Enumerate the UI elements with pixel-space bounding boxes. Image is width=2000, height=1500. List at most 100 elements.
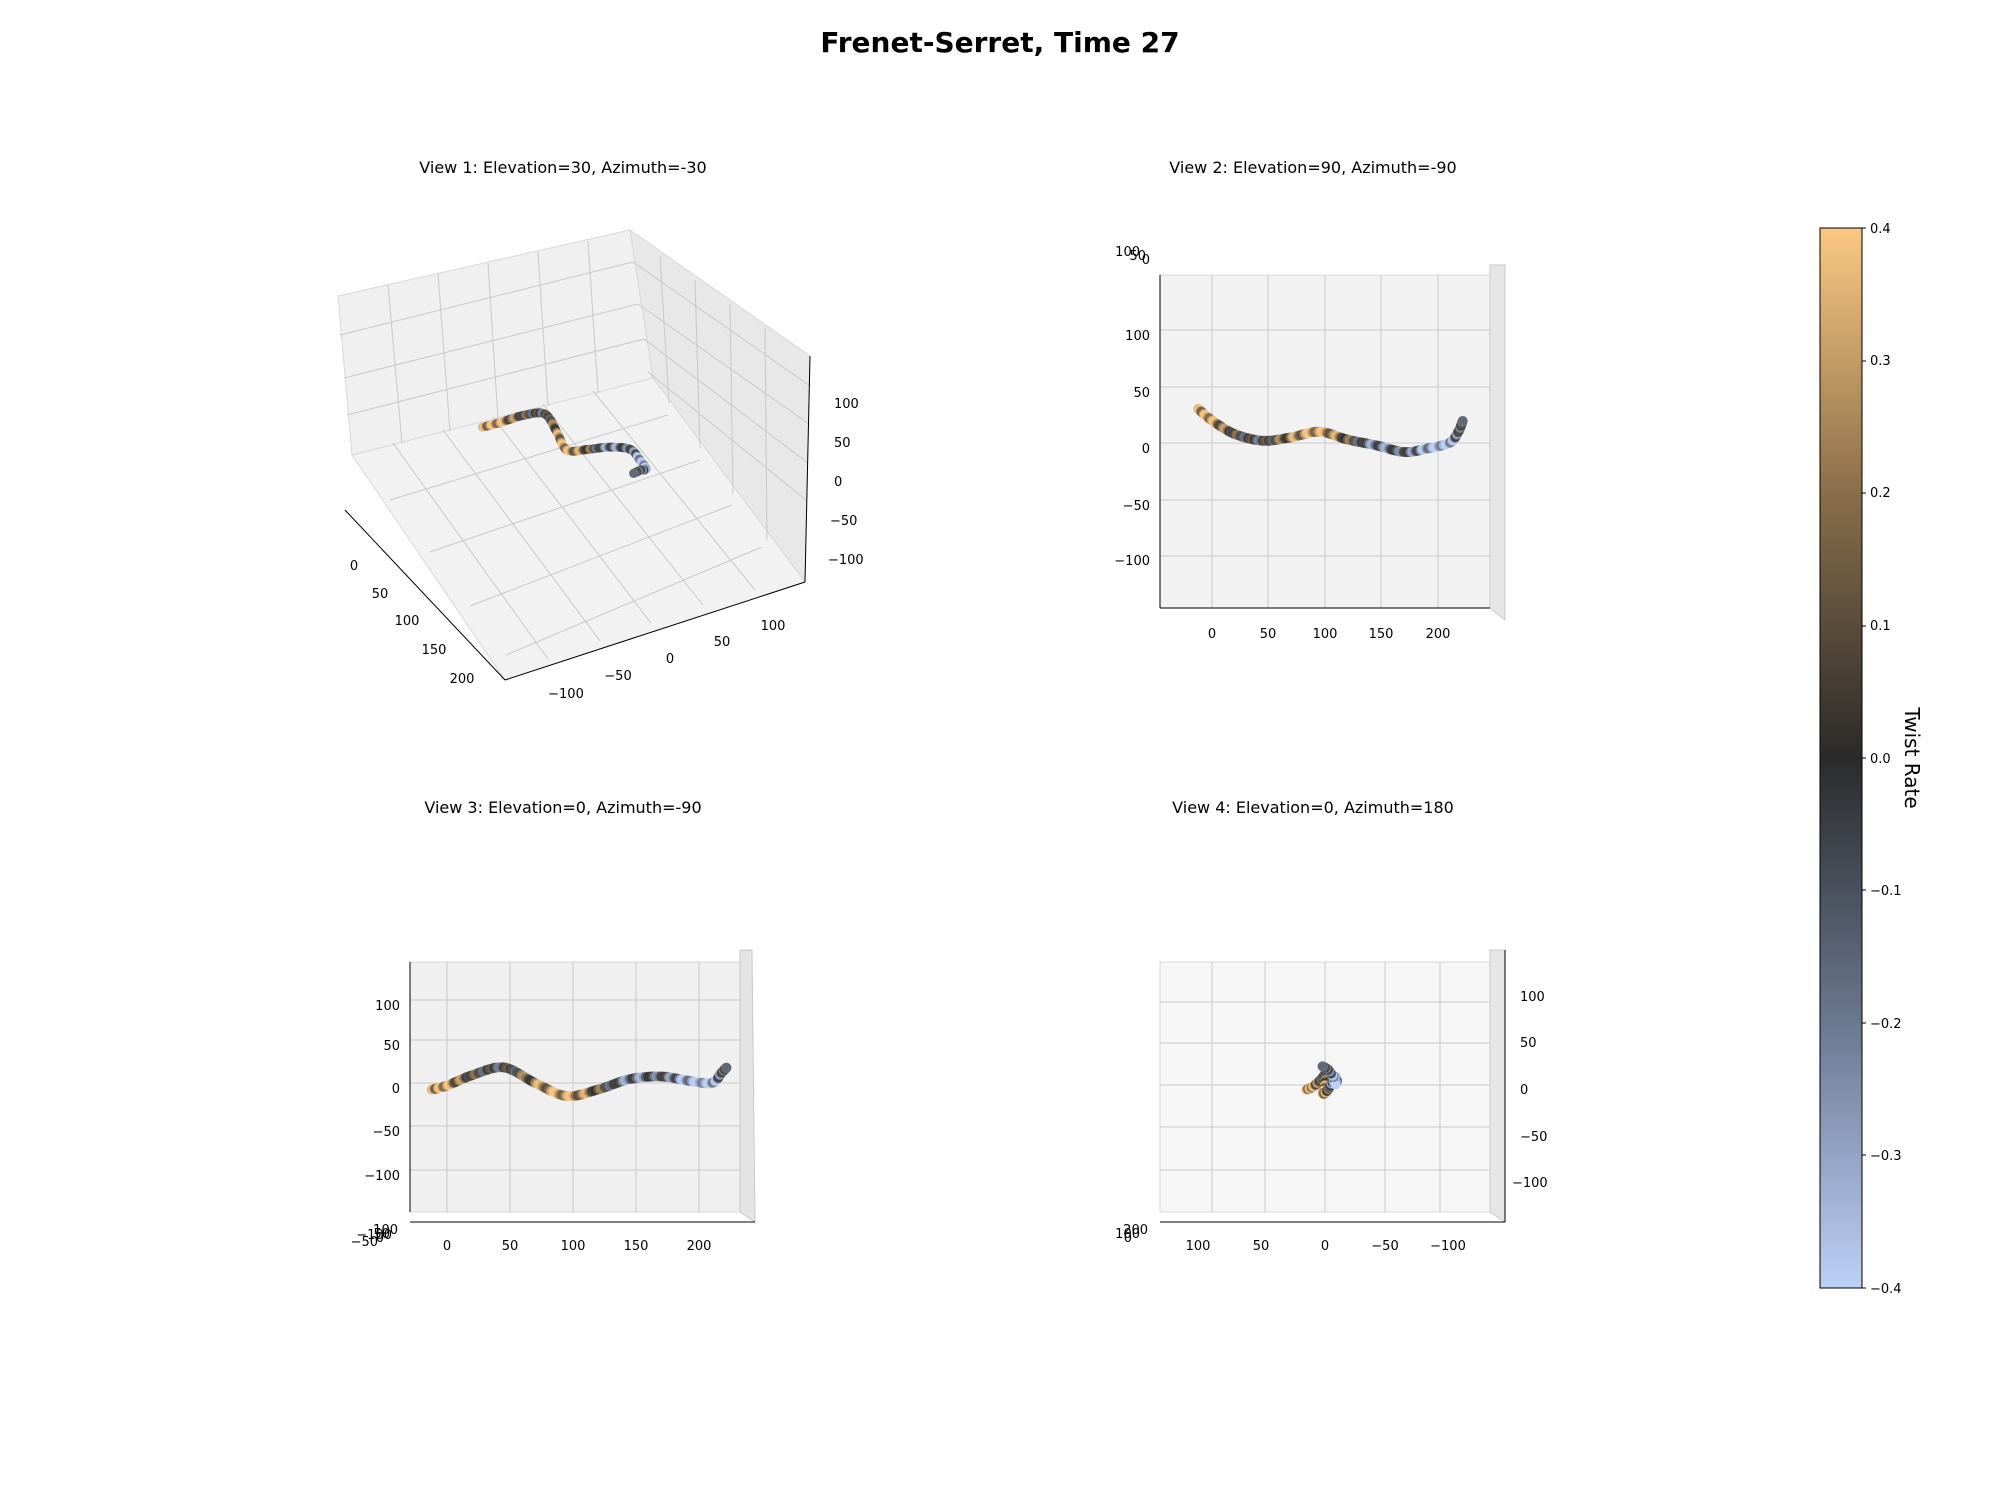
panel-3-xtick: 150 [624,1239,649,1254]
panel-4-x-ticks-overlap: 200 100 0 [1115,1223,1148,1246]
panel-2-xtick: 100 [1313,627,1338,642]
panel-2-ytick: −50 [1123,499,1150,514]
panel-3-z-ticks: −100 −50 0 50 100 [364,999,400,1184]
curve-point [629,468,638,478]
panel-1-ztick: −50 [830,514,857,529]
panel-1-ytick: 100 [761,619,786,634]
panel-3-title: View 3: Elevation=0, Azimuth=-90 [424,798,701,817]
panel-3-ytick: −50 [351,1235,378,1250]
panel-4-ytick: 0 [1321,1239,1329,1254]
panel-2-ytick: 100 [1125,329,1150,344]
panel-1-title: View 1: Elevation=30, Azimuth=-30 [419,158,706,177]
panel-1-xtick: 150 [422,643,447,658]
panel-2-curve [1193,404,1468,458]
panel-4-ytick: −100 [1430,1239,1466,1254]
panel-4-ztick: 100 [1520,990,1545,1005]
panel-4-xtick: 0 [1124,1231,1132,1246]
panel-3-side-pane [739,949,756,1223]
panel-3-xtick: 50 [502,1239,519,1254]
panel-2-ytick: 0 [1142,442,1150,457]
panel-2-xtick: 150 [1369,627,1394,642]
colorbar-tick: −0.1 [1870,884,1902,899]
panel-2-y-ticks: −100 −50 0 50 100 [1114,329,1150,569]
panel-1: View 1: Elevation=30, Azimuth=-30 [337,158,864,702]
panel-3-ytick: −100 [356,1228,392,1243]
panel-1-ytick: 0 [666,652,674,667]
panel-1-ytick: 50 [714,635,731,650]
panel-2-xtick: 0 [1208,627,1216,642]
panel-3-ztick: 100 [375,999,400,1014]
colorbar-tick: 0.1 [1870,619,1891,634]
panel-1-x-ticks: 0 50 100 150 200 [350,559,475,687]
panel-1-xtick: 50 [372,587,389,602]
panel-3-curve [426,1062,732,1102]
colorbar-tick: 0.3 [1870,354,1891,369]
panel-3-xtick: 0 [443,1239,451,1254]
colorbar-tick: −0.3 [1870,1149,1902,1164]
panel-4-side-pane [1489,949,1506,1223]
curve-point [721,1062,732,1073]
colorbar: 0.4 0.3 0.2 0.1 0.0 −0.1 −0.2 −0.3 −0.4 … [1819,222,1924,1297]
panel-3: View 3: Elevation=0, Azimuth=-90 0 50 10… [351,798,756,1254]
panel-2-xtick: 50 [1260,627,1277,642]
colorbar-tick-marks [1862,227,1866,1289]
panel-2-ytick: 50 [1133,386,1150,401]
panel-4-curve [1301,1061,1343,1100]
figure-title: Frenet-Serret, Time 27 [820,26,1179,59]
panel-2-grid [1160,275,1490,608]
panel-4: View 4: Elevation=0, Azimuth=180 100 50 … [1115,798,1548,1254]
panel-1-z-ticks: −100 −50 0 50 100 [828,397,864,568]
colorbar-label: Twist Rate [1900,706,1924,808]
panel-4-ztick: −100 [1512,1176,1548,1191]
panel-4-z-ticks: 100 50 0 −50 −100 [1512,990,1548,1191]
panel-3-xtick: 100 [561,1239,586,1254]
panel-4-ytick: 100 [1186,1239,1211,1254]
colorbar-tick: 0.2 [1870,486,1891,501]
panel-3-ztick: 50 [383,1039,400,1054]
panel-3-xtick: 200 [687,1239,712,1254]
panel-3-ztick: 0 [392,1082,400,1097]
panel-1-ytick: −50 [604,669,631,684]
panel-1-axes [344,355,811,681]
panel-4-xtick: 200 [1123,1223,1148,1238]
panel-4-ztick: 50 [1520,1036,1537,1051]
panel-3-x-ticks: 0 50 100 150 200 [443,1239,712,1254]
curve-point [1457,415,1468,426]
panel-3-ztick: −100 [364,1169,400,1184]
panel-2-ztick: 50 [1129,249,1146,264]
panel-1-ztick: 100 [834,397,859,412]
panel-3-y-ticks-overlap: 100 50 0 −50 −100 [351,1223,398,1250]
panel-2-ztick: 100 [1115,245,1140,260]
panel-3-ytick: 50 [373,1227,390,1242]
panel-2-ztick: 0 [1142,253,1150,268]
panel-4-ztick: 0 [1520,1083,1528,1098]
panel-1-grid [339,240,811,660]
colorbar-tick: 0.4 [1870,222,1891,237]
panel-1-xtick: 0 [350,559,358,574]
panel-1-curve [478,408,651,478]
panel-3-ytick: 100 [373,1223,398,1238]
colorbar-ticks: 0.4 0.3 0.2 0.1 0.0 −0.1 −0.2 −0.3 −0.4 [1870,222,1902,1297]
panel-4-ytick: −50 [1371,1239,1398,1254]
panel-4-title: View 4: Elevation=0, Azimuth=180 [1172,798,1454,817]
panel-1-ztick: 0 [834,475,842,490]
panel-2-z-ticks-overlap: 100 50 0 [1115,245,1150,268]
panel-4-axes [1160,950,1506,1223]
panel-3-axes [409,962,755,1223]
colorbar-tick: −0.2 [1870,1017,1902,1032]
colorbar-tick: −0.4 [1870,1282,1902,1297]
panel-3-ztick: −50 [373,1125,400,1140]
panel-2-side-pane [1489,264,1506,622]
panel-2-x-ticks: 0 50 100 150 200 [1208,627,1451,642]
panel-4-xtick: 100 [1115,1227,1140,1242]
curve-point [1317,1061,1328,1072]
panel-1-y-ticks: −100 −50 0 50 100 [548,619,785,702]
panel-4-ytick: 50 [1253,1239,1270,1254]
colorbar-tick: 0.0 [1870,752,1891,767]
panel-2-title: View 2: Elevation=90, Azimuth=-90 [1169,158,1456,177]
panel-1-ztick: 50 [834,436,851,451]
panel-4-grid [1160,962,1490,1212]
panel-3-ytick: 0 [376,1231,384,1246]
panel-1-ytick: −100 [548,687,584,702]
